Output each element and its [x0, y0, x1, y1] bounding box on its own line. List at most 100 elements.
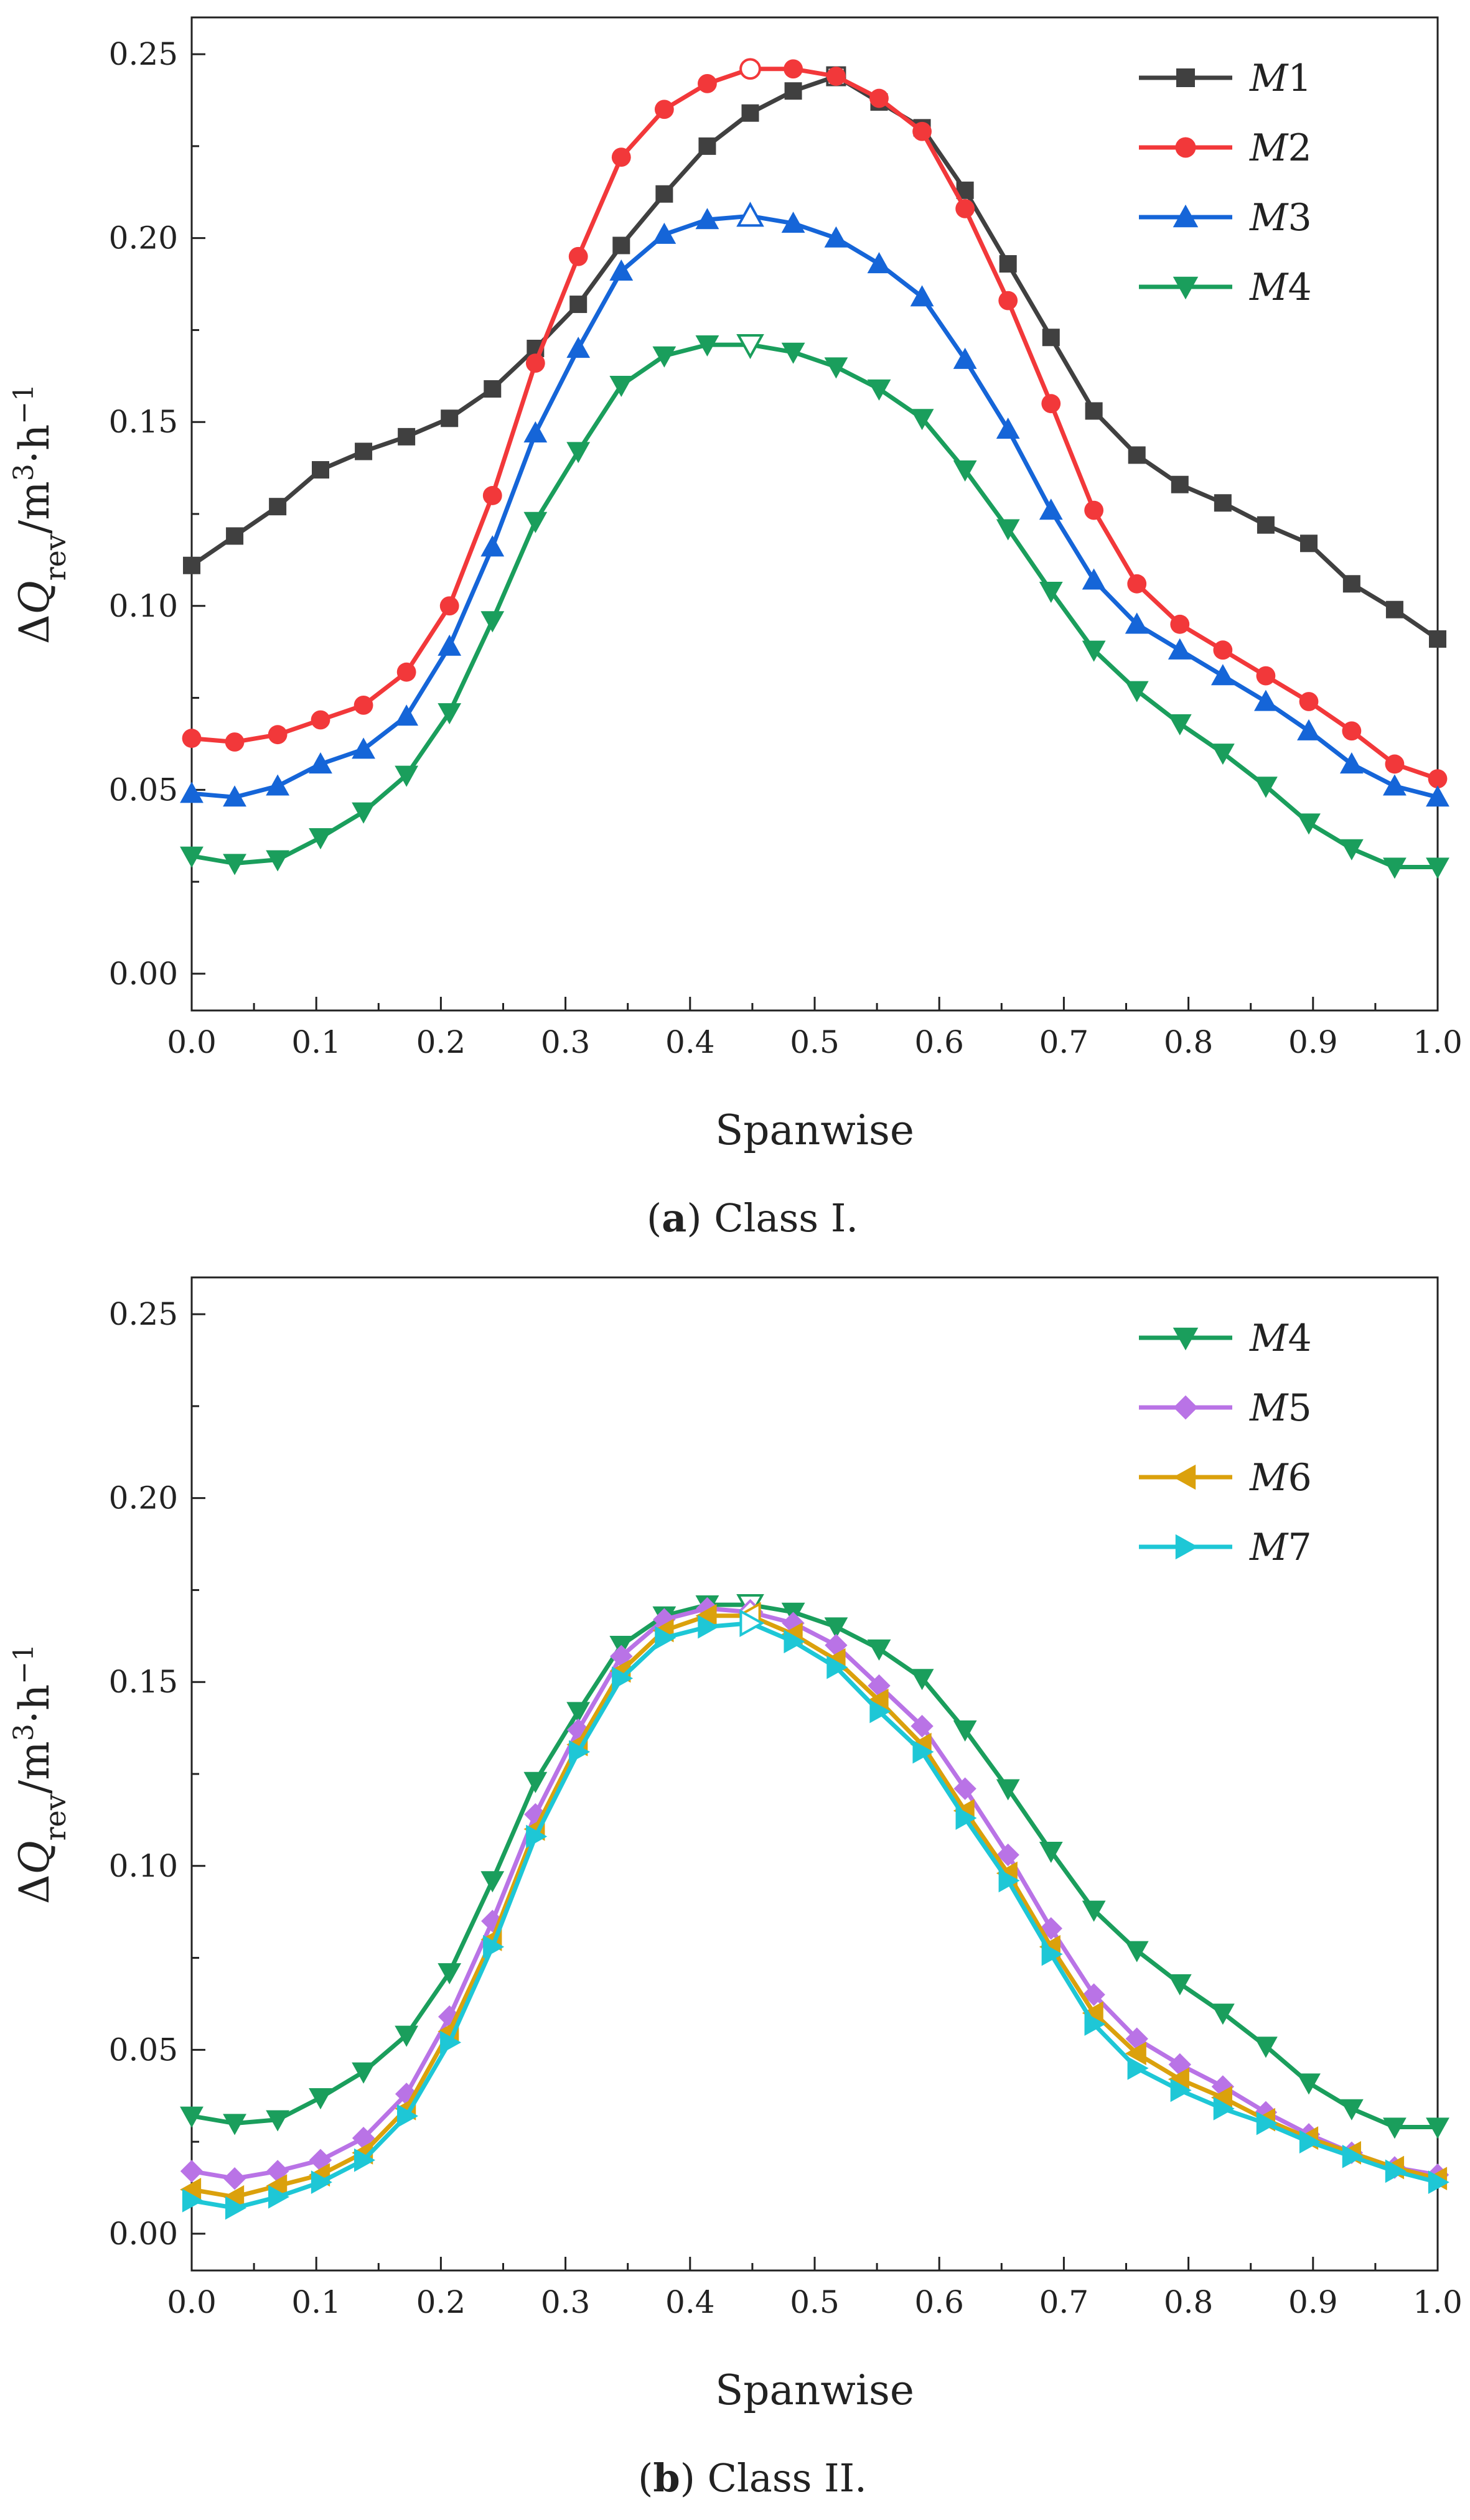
data-point: [523, 421, 548, 443]
data-point: [955, 198, 975, 218]
data-point: [784, 59, 803, 79]
data-point: [1039, 1917, 1062, 1940]
data-point: [182, 729, 202, 748]
data-point: [395, 765, 419, 787]
data-point: [266, 850, 290, 872]
data-point: [996, 418, 1020, 439]
chart-panel-a: 0.0 0.1 0.2 0.3 0.4 0.5 0.6 0.7 0.8 0.9 1.00.000.0…: [8, 16, 1463, 1241]
legend-label: M5: [1249, 1386, 1312, 1430]
data-point: [1168, 638, 1192, 660]
data-point: [223, 2114, 246, 2135]
data-point: [782, 1612, 805, 1635]
data-point: [566, 442, 591, 464]
data-point: [826, 67, 846, 86]
data-point: [1428, 2170, 1449, 2195]
data-point: [612, 236, 630, 254]
x-tick-label: 0.4: [665, 2284, 715, 2320]
data-point: [1039, 1842, 1063, 1864]
data-point: [182, 2188, 204, 2213]
data-point: [1339, 2099, 1364, 2121]
y-tick-label: 0.10: [109, 1848, 178, 1884]
x-tick-label: 1.0: [1413, 2284, 1463, 2320]
data-point: [953, 1777, 976, 1800]
data-point: [481, 1910, 504, 1933]
y-tick-label: 0.20: [109, 1480, 178, 1516]
legend-marker: [1173, 1395, 1198, 1420]
data-point: [695, 1603, 717, 1628]
data-point: [309, 2149, 332, 2172]
x-tick-label: 0.2: [416, 1024, 466, 1060]
data-point: [869, 1699, 891, 1724]
data-point: [741, 104, 759, 122]
data-point: [1210, 744, 1235, 765]
data-point: [223, 854, 246, 875]
data-point: [996, 1779, 1020, 1801]
legend-item: M2: [1139, 126, 1312, 170]
data-point: [655, 185, 673, 203]
data-point: [269, 498, 287, 516]
data-point: [268, 725, 288, 745]
data-point: [1039, 582, 1063, 604]
data-point: [180, 2160, 204, 2183]
data-point: [1125, 681, 1149, 702]
data-point: [655, 1626, 676, 1650]
x-tick-label: 0.0: [167, 1024, 217, 1060]
data-point: [311, 710, 330, 730]
data-point: [480, 611, 505, 633]
y-tick-label: 0.25: [109, 1296, 178, 1332]
x-axis: 0.0 0.1 0.2 0.3 0.4 0.5 0.6 0.7 0.8 0.9 1.0: [167, 2257, 1463, 2320]
data-point: [996, 519, 1020, 541]
data-point: [523, 1771, 548, 1793]
x-tick-label: 0.1: [291, 2284, 341, 2320]
data-point: [180, 846, 204, 868]
data-point: [352, 2062, 375, 2084]
data-point: [1082, 568, 1106, 590]
x-tick-label: 0.2: [416, 2284, 466, 2320]
data-point: [911, 1714, 934, 1738]
legend-item: M6: [1139, 1456, 1312, 1500]
data-point: [1125, 1941, 1149, 1962]
legend-label: M4: [1249, 266, 1312, 309]
x-axis-title: Spanwise: [715, 1106, 914, 1154]
data-point: [781, 342, 805, 364]
y-tick-label: 0.20: [109, 220, 178, 256]
data-point: [266, 774, 290, 796]
data-point: [223, 2167, 246, 2190]
data-point: [569, 296, 588, 314]
data-point: [309, 752, 332, 774]
data-point: [268, 2185, 290, 2209]
data-point: [1125, 612, 1149, 634]
legend-marker: [1173, 276, 1199, 300]
data-point: [1127, 574, 1147, 594]
data-point: [526, 1824, 548, 1849]
data-point: [484, 380, 502, 398]
data-point: [569, 1740, 591, 1764]
data-point: [824, 1617, 848, 1639]
legend-item: M7: [1139, 1526, 1312, 1569]
data-point: [1426, 857, 1449, 879]
peak-point: [739, 1609, 765, 1637]
x-tick-label: 0.9: [1288, 2284, 1338, 2320]
figure-caption: (b) Class II.: [638, 2455, 867, 2501]
data-point: [1214, 494, 1232, 512]
data-point: [1339, 752, 1364, 774]
data-point: [1299, 534, 1318, 553]
y-axis: 0.00 0.05 0.10 0.15 0.20 0.25: [109, 36, 205, 992]
x-tick-label: 0.6: [914, 2284, 964, 2320]
data-point: [1383, 857, 1407, 879]
data-point: [869, 88, 889, 108]
data-point: [438, 1963, 462, 1985]
data-point: [867, 1688, 889, 1712]
data-point: [566, 1702, 591, 1724]
data-point: [398, 427, 416, 446]
data-point: [395, 2083, 418, 2106]
data-point: [1342, 575, 1360, 593]
data-point: [438, 2005, 461, 2028]
data-point: [1082, 1900, 1106, 1922]
data-point: [1297, 2073, 1321, 2095]
x-tick-label: 0.8: [1164, 1024, 1214, 1060]
data-point: [1210, 2004, 1235, 2025]
peak-point: [739, 58, 761, 80]
data-point: [698, 1615, 719, 1639]
x-tick-label: 0.6: [914, 1024, 964, 1060]
